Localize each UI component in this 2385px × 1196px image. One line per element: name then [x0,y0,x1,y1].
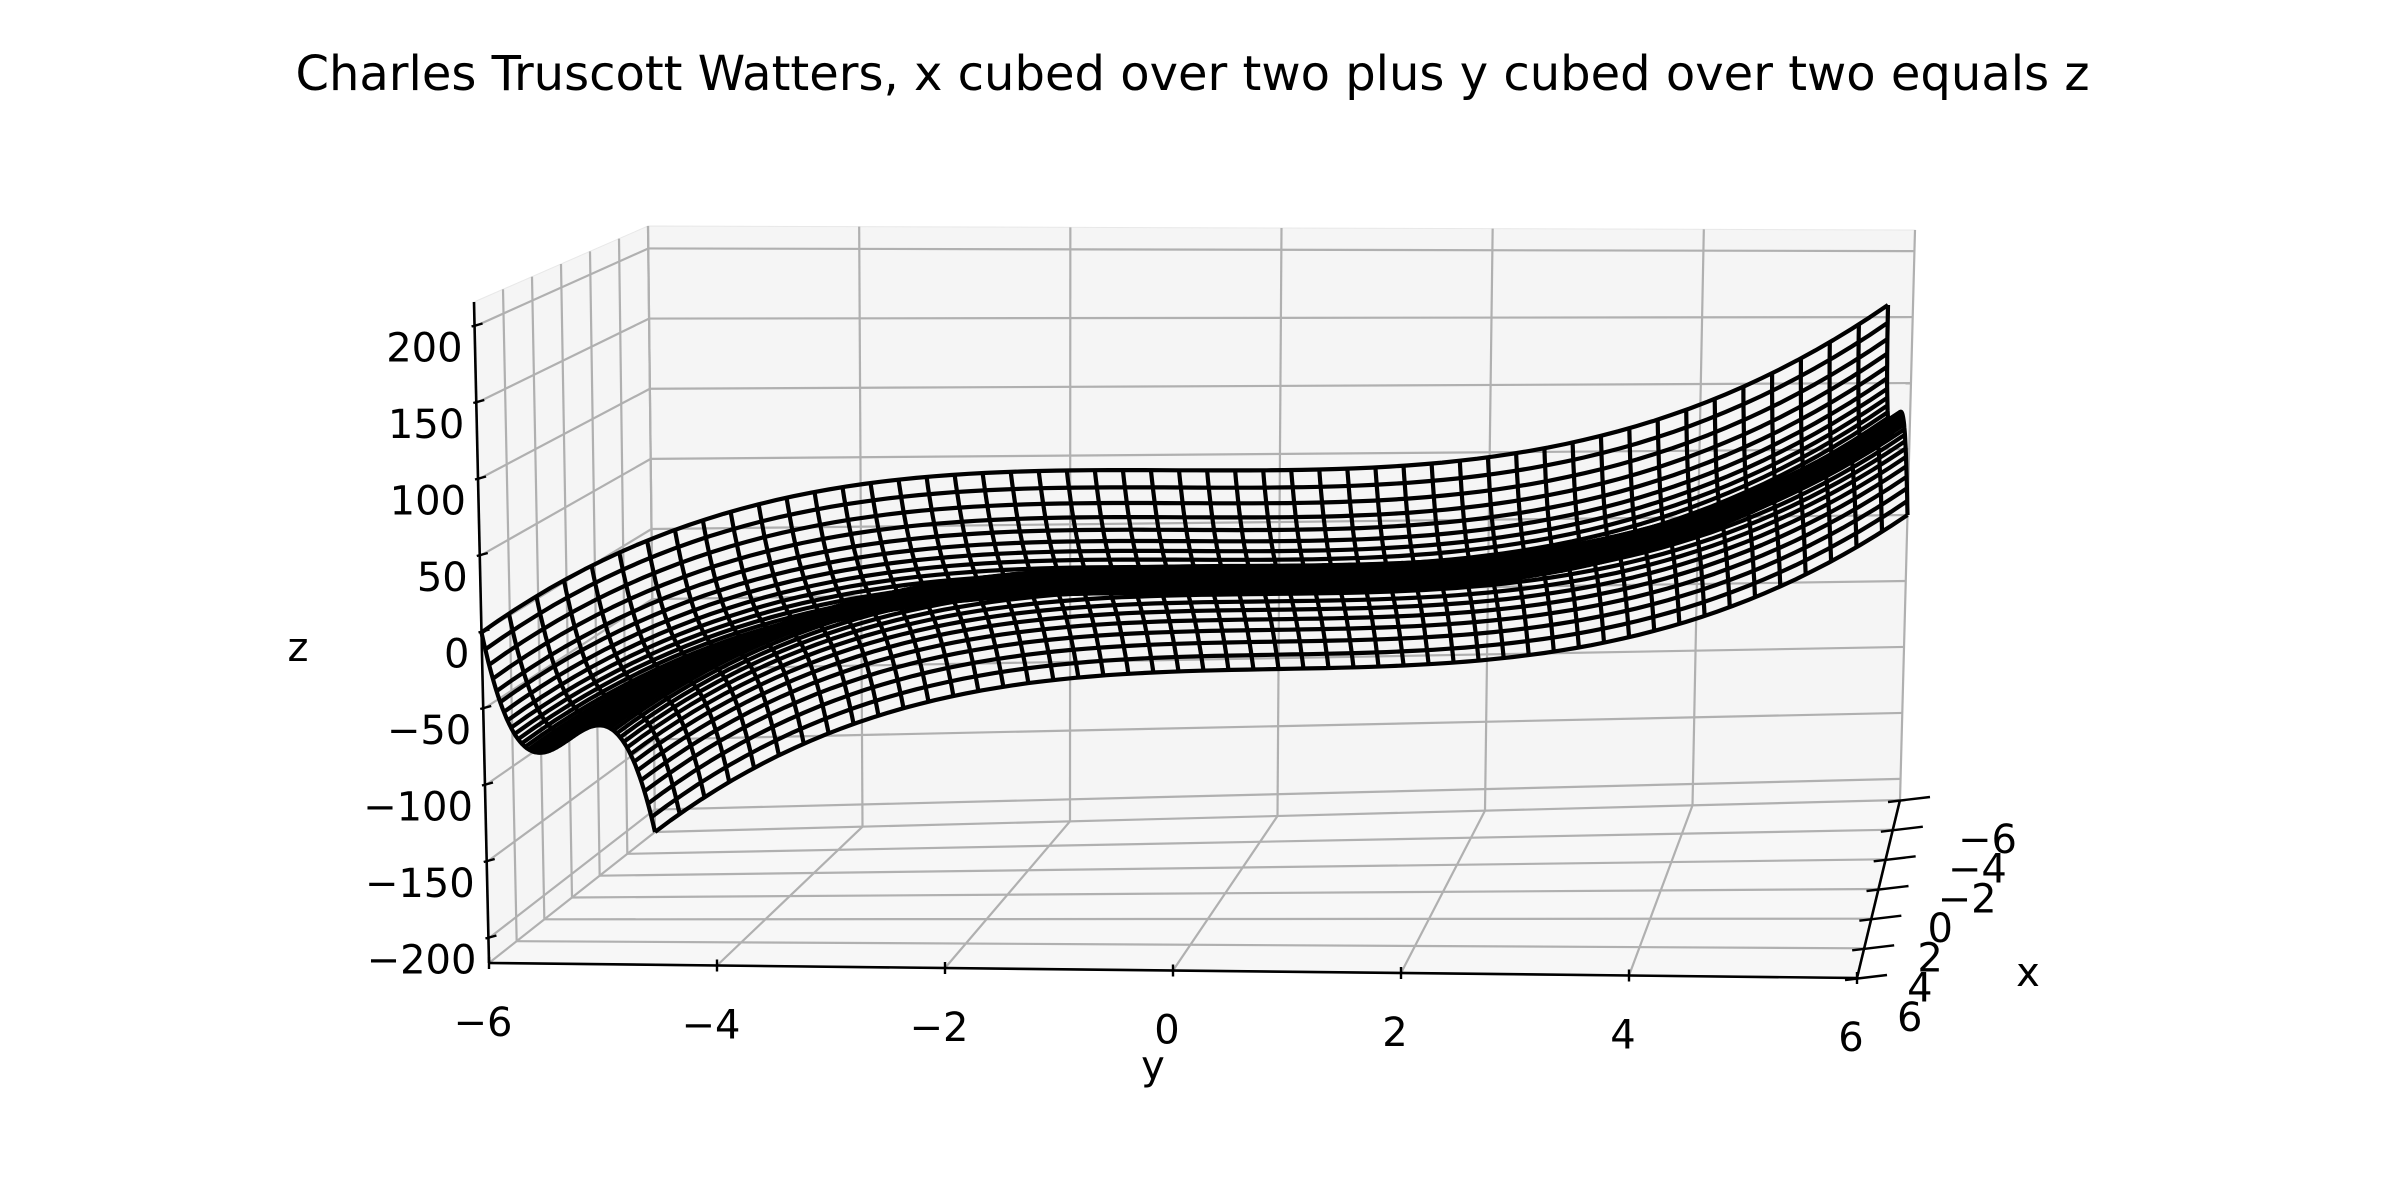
x-axis-label: x [2016,950,2040,996]
z-tick-label: −100 [363,785,473,831]
z-tick-label: 200 [386,325,462,371]
y-tick-label: 2 [1382,1010,1407,1056]
grid-line-z-back [649,317,1913,319]
z-tick-label: 100 [390,478,466,524]
y-tick-label: 6 [1838,1015,1863,1061]
chart-title: Charles Truscott Watters, x cubed over t… [0,46,2385,102]
z-tick-label: 50 [417,555,468,601]
x-tick-label: 6 [1897,995,1922,1041]
z-tick-label: 0 [444,632,469,678]
y-tick-label: 4 [1610,1013,1635,1059]
z-tick-label: 150 [388,402,464,448]
y-tick-label: −2 [910,1005,969,1051]
z-tick-label: −150 [365,861,475,907]
z-axis-label: z [288,625,309,671]
z-tick-label: −200 [367,938,477,984]
y-axis-label: y [1141,1043,1165,1089]
grid-line-x-floor [544,919,1871,920]
y-tick-label: −4 [682,1003,741,1049]
z-tick-label: −50 [387,708,471,754]
y-tick-label: −6 [454,1000,513,1046]
